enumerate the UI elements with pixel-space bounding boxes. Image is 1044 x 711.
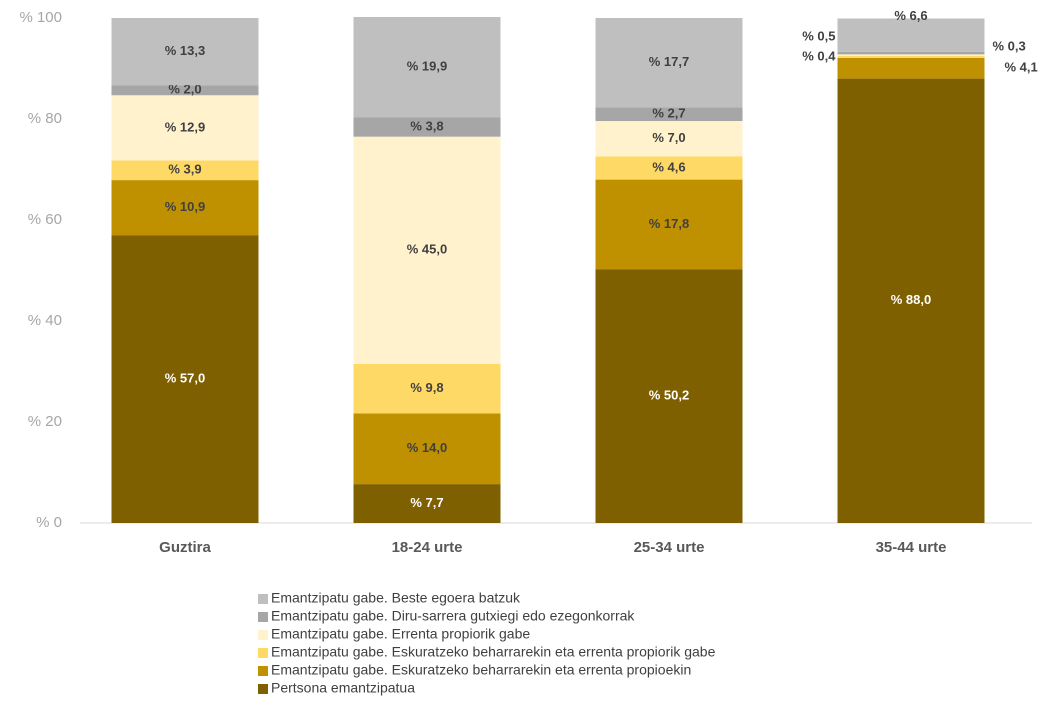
bar-segment: [111, 160, 259, 181]
legend-swatch: [258, 648, 268, 658]
bar-segment: [111, 235, 259, 523]
y-tick-label: % 40: [28, 312, 62, 329]
data-label: % 14,0: [407, 440, 447, 455]
bar-segment: [111, 95, 259, 161]
data-label: % 0,3: [993, 39, 1026, 54]
data-label: % 0,4: [802, 48, 836, 63]
data-label: % 2,7: [652, 106, 685, 121]
bar-segment: [595, 156, 743, 180]
bar-segment: [353, 484, 501, 523]
bar-segment: [595, 179, 743, 270]
data-label: % 3,8: [410, 119, 443, 134]
x-tick-label: 35-44 urte: [876, 539, 947, 556]
legend-swatch: [258, 684, 268, 694]
legend-swatch: [258, 612, 268, 622]
y-tick-label: % 20: [28, 413, 62, 430]
y-tick-label: % 80: [28, 110, 62, 127]
y-tick-label: % 0: [36, 514, 62, 531]
bar-segment: [595, 18, 743, 108]
data-label: % 2,0: [168, 82, 201, 97]
bar-segment: [837, 57, 985, 79]
data-label: % 13,3: [165, 43, 205, 58]
legend-label: Emantzipatu gabe. Diru-sarrera gutxiegi …: [271, 608, 635, 624]
data-label: % 45,0: [407, 242, 447, 257]
data-label: % 19,9: [407, 59, 447, 74]
bar-segment: [353, 16, 501, 118]
bar-segment: [837, 51, 985, 55]
bar-segment: [595, 121, 743, 157]
data-label: % 17,7: [649, 54, 689, 69]
bar-segment: [595, 107, 743, 122]
legend-swatch: [258, 630, 268, 640]
legend-label: Emantzipatu gabe. Eskuratzeko beharrarek…: [271, 662, 691, 678]
x-tick-label: 25-34 urte: [634, 539, 705, 556]
data-label: % 7,7: [410, 495, 443, 510]
data-label: % 0,5: [802, 29, 835, 44]
bar-segment: [837, 78, 985, 523]
data-label: % 7,0: [652, 130, 685, 145]
bar-segment: [111, 18, 259, 86]
bar-segment: [111, 85, 259, 96]
data-label: % 50,2: [649, 388, 689, 403]
data-label: % 12,9: [165, 119, 205, 134]
data-label: % 6,6: [894, 8, 927, 23]
data-label: % 4,6: [652, 159, 685, 174]
legend-label: Emantzipatu gabe. Errenta propiorik gabe: [271, 626, 530, 642]
data-label: % 4,1: [1005, 60, 1038, 75]
x-tick-label: 18-24 urte: [392, 539, 463, 556]
bar-segment: [837, 55, 985, 58]
data-label: % 9,8: [410, 380, 443, 395]
bar-segment: [353, 363, 501, 414]
y-tick-label: % 100: [19, 9, 62, 26]
legend-swatch: [258, 594, 268, 604]
bar-segment: [353, 413, 501, 485]
x-tick-label: Guztira: [159, 539, 211, 556]
legend-swatch: [258, 666, 268, 676]
bar-segment: [111, 180, 259, 236]
legend-label: Emantzipatu gabe. Eskuratzeko beharrarek…: [271, 644, 716, 660]
bar-segment: [353, 136, 501, 364]
legend-label: Emantzipatu gabe. Beste egoera batzuk: [271, 590, 521, 606]
data-label: % 3,9: [168, 162, 201, 177]
bar-segment: [353, 117, 501, 137]
data-label: % 57,0: [165, 371, 205, 386]
bar-segment: [837, 18, 985, 52]
legend-label: Pertsona emantzipatua: [271, 680, 415, 696]
data-label: % 88,0: [891, 292, 931, 307]
data-label: % 10,9: [165, 199, 205, 214]
data-label: % 17,8: [649, 216, 689, 231]
bar-segment: [595, 269, 743, 523]
bar-segment: [837, 54, 985, 56]
y-tick-label: % 60: [28, 211, 62, 228]
